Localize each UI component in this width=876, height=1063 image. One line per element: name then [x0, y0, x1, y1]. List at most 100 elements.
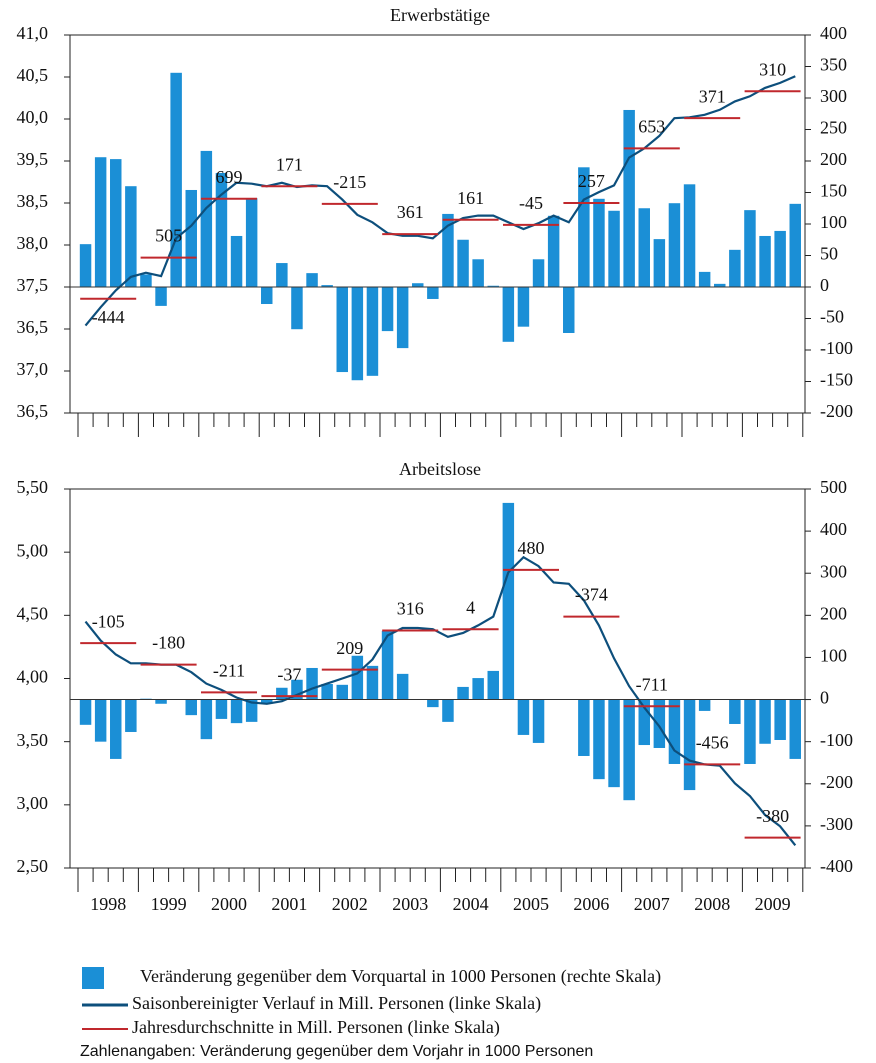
y2-tick-label: -400 [820, 856, 853, 876]
bar [532, 259, 545, 287]
x-tick-label: 2008 [694, 894, 730, 914]
y2-tick-label: 0 [820, 275, 829, 295]
y2-tick-label: -150 [820, 370, 853, 390]
bar [396, 287, 409, 349]
bar [774, 230, 786, 287]
y2-tick-label: 200 [820, 149, 847, 169]
x-tick-label: 2005 [513, 894, 549, 914]
annotation: 361 [397, 202, 424, 222]
bar [457, 239, 469, 287]
bar [155, 287, 167, 306]
bar [94, 699, 107, 742]
annotation: -380 [756, 806, 789, 826]
y2-tick-label: -100 [820, 338, 853, 358]
annotation: 310 [759, 59, 786, 79]
bar [623, 109, 635, 287]
bar [683, 699, 696, 791]
legend-label: Jahresdurchschnitte in Mill. Personen (l… [132, 1017, 500, 1038]
bar [230, 699, 243, 724]
bar [457, 686, 469, 700]
bar [261, 287, 273, 305]
y2-tick-label: 400 [820, 23, 847, 43]
bar [396, 673, 409, 700]
bar [321, 683, 333, 700]
bar [427, 287, 439, 299]
bar [774, 699, 786, 740]
y2-tick-label: -300 [820, 814, 853, 834]
bar [276, 263, 288, 287]
bar [366, 287, 379, 376]
bar [291, 287, 303, 330]
bar [442, 213, 454, 287]
chart-title: Arbeitslose [399, 459, 481, 479]
bar [638, 208, 650, 287]
bar [502, 502, 515, 700]
bar [79, 244, 92, 287]
x-tick-label: 2009 [755, 894, 791, 914]
bar [427, 699, 439, 708]
bar [79, 699, 92, 725]
bar [593, 699, 605, 780]
legend-label: Veränderung gegenüber dem Vorquartal in … [140, 966, 661, 987]
bar [759, 699, 771, 744]
bar [653, 699, 666, 748]
bar [729, 699, 741, 724]
bar [487, 285, 499, 287]
y2-tick-label: 100 [820, 212, 847, 232]
bar [336, 684, 348, 700]
y2-tick-label: 400 [820, 519, 847, 539]
bar [412, 283, 424, 287]
y-tick-label: 37,5 [17, 275, 49, 295]
bar [230, 235, 243, 287]
bar [185, 189, 197, 287]
annotation: 171 [276, 154, 303, 174]
bar [547, 215, 560, 287]
bar [261, 699, 273, 704]
y2-tick-label: -100 [820, 730, 853, 750]
annotation: 480 [518, 538, 545, 558]
bar [698, 271, 711, 287]
bar [668, 203, 681, 287]
bar [744, 210, 756, 287]
y2-tick-label: 100 [820, 646, 847, 666]
y2-tick-label: 0 [820, 688, 829, 708]
y-tick-label: 3,00 [17, 793, 49, 813]
bar [608, 210, 620, 287]
x-tick-label: 2006 [573, 894, 609, 914]
annotation: -374 [575, 585, 608, 605]
bar [351, 655, 364, 700]
y-tick-label: 5,00 [17, 540, 49, 560]
y2-tick-label: 150 [820, 181, 847, 201]
y2-tick-label: -200 [820, 772, 853, 792]
annotation: 316 [397, 599, 424, 619]
line [84, 555, 797, 846]
bar [578, 167, 590, 287]
legend-swatch [82, 967, 104, 989]
bar [245, 699, 258, 722]
bar [185, 699, 197, 716]
chart-title: Erwerbstätige [390, 5, 490, 25]
x-tick-label: 2003 [392, 894, 428, 914]
bar [472, 678, 484, 700]
y2-tick-label: 250 [820, 118, 847, 138]
bar [563, 287, 575, 333]
bar [125, 186, 137, 287]
x-tick-label: 2000 [211, 894, 247, 914]
annotation: -45 [519, 193, 543, 213]
bar [110, 699, 122, 759]
x-tick-label: 1998 [90, 894, 126, 914]
bar [306, 273, 318, 287]
bar [668, 699, 681, 764]
y-tick-label: 38,0 [17, 233, 49, 253]
y2-tick-label: 200 [820, 603, 847, 623]
bar [110, 159, 122, 287]
y-tick-label: 40,5 [17, 65, 49, 85]
y-tick-label: 3,50 [17, 730, 49, 750]
bar [170, 72, 182, 287]
bar [623, 699, 635, 801]
bar [381, 287, 394, 332]
bar [94, 157, 107, 287]
bar [291, 679, 303, 700]
bar [351, 287, 364, 381]
y-tick-label: 4,50 [17, 603, 49, 623]
